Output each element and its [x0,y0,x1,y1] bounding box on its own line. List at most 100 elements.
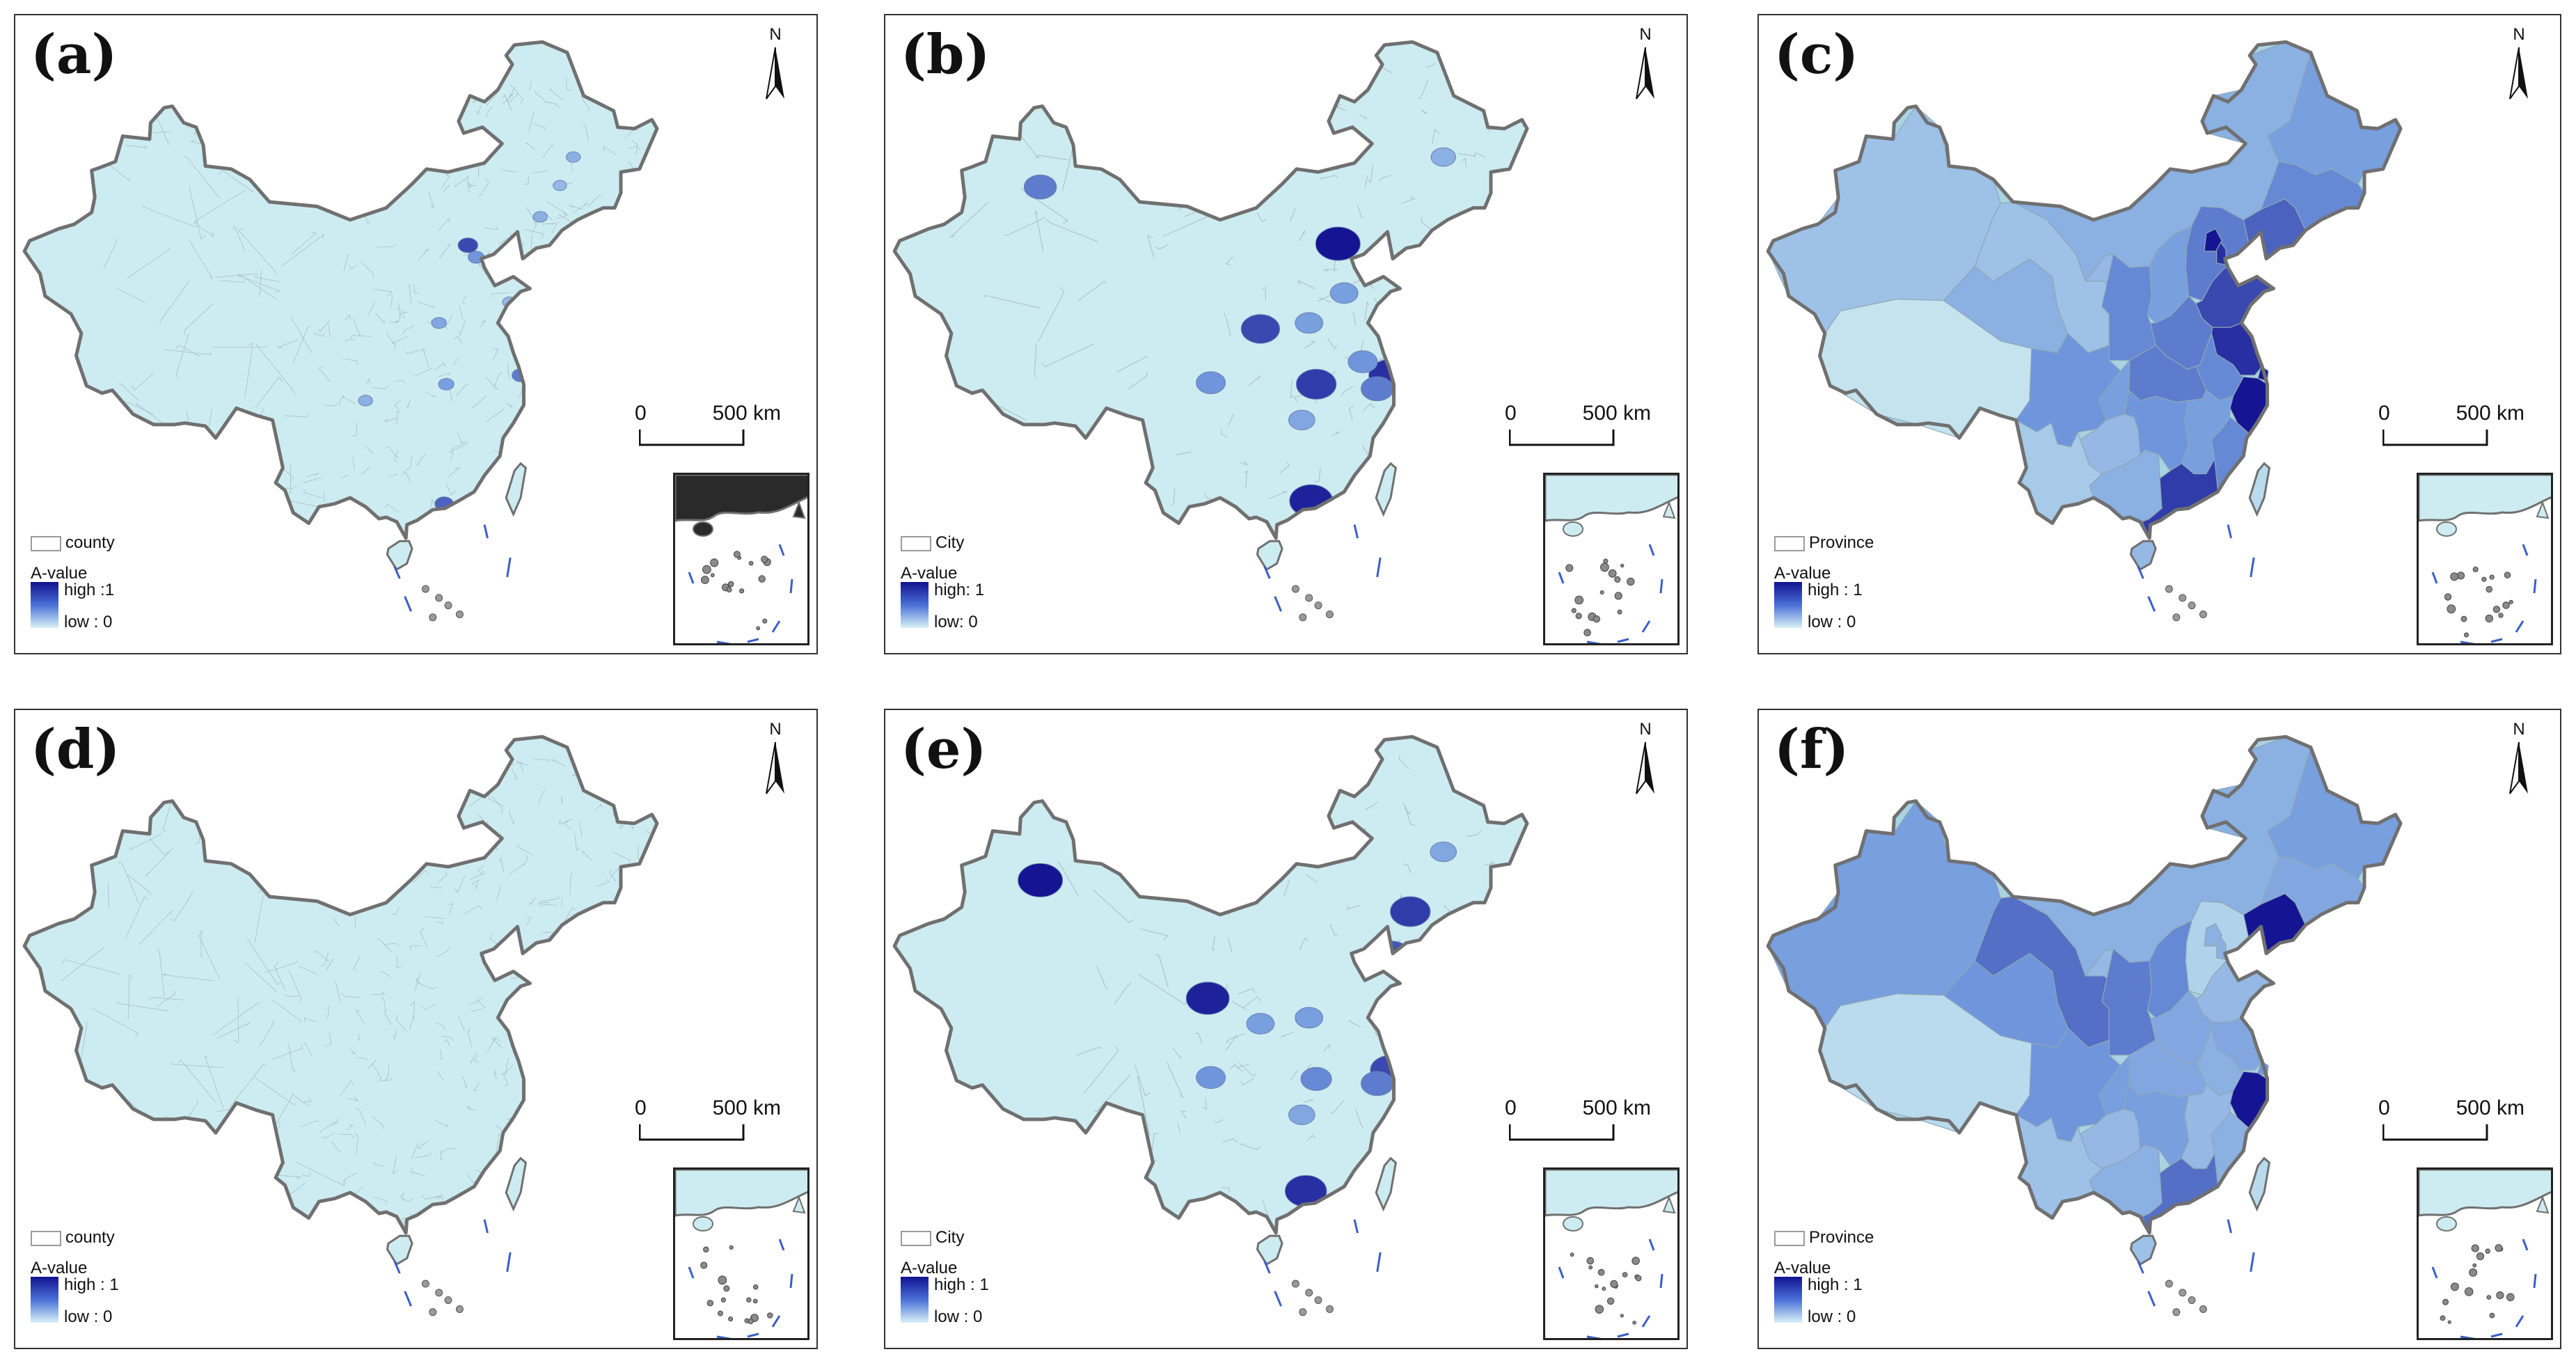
china-map [892,734,1529,1316]
panel-label: (b) [901,23,990,86]
south-sea-islands [2165,585,2207,622]
hotspot-chengdu [1196,371,1226,395]
legend-color-ramp [31,1277,58,1323]
hotspot-lanzhou [1185,982,1230,1015]
land-base [894,42,1527,539]
china-map [892,40,1529,622]
nine-dash-line [393,524,512,612]
legend-color-ramp [901,582,929,628]
legend-high-label: high :1 [64,581,115,599]
north-arrow-icon: N [2497,25,2541,109]
legend-high-label: high : 1 [64,1275,119,1294]
legend-high-label: high : 1 [934,1275,989,1294]
scale-distance-label: 500 km [1582,1096,1651,1119]
hotspot-beijing [1315,226,1361,261]
taiwan-island [505,462,528,517]
scale-zero-label: 0 [2378,402,2390,425]
country-outline [1766,40,2403,540]
scale-zero-label: 0 [1505,402,1517,425]
legend-color-ramp [31,582,58,628]
scale-distance-label: 500 km [1582,402,1651,425]
scale-distance-label: 500 km [712,402,781,425]
north-label: N [1639,720,1652,739]
legend-unit-label: City [935,533,965,552]
scale-bar: 0 500 km [2378,1096,2524,1152]
south-china-sea-inset [2417,473,2553,645]
taiwan-island [2248,1156,2271,1212]
legend-unit-label: Province [1809,533,1874,552]
map-panel-a: (a) N 0 500 km county A-value high :1 low : 0 [14,14,818,654]
scale-zero-label: 0 [635,1096,647,1119]
map-legend: Province A-value high : 1 low : 0 [1774,530,1983,649]
legend-color-ramp [1774,582,1802,628]
legend-unit-swatch [901,536,931,551]
province-bj [2204,228,2222,252]
hotspot-zhengzhou [1295,312,1324,334]
hotspot-wuhan [1295,368,1337,400]
south-sea-islands [2165,1280,2207,1316]
map-legend: City A-value high: 1 low: 0 [901,530,1109,649]
legend-low-label: low: 0 [934,613,978,631]
legend-unit-label: Province [1809,1228,1874,1247]
scale-distance-label: 500 km [712,1096,781,1119]
province-sax [2101,253,2156,361]
south-china-sea-inset [1543,473,1680,645]
scale-bar: 0 500 km [2378,402,2524,457]
nine-dash-line [1263,524,1382,612]
hotspot-zhengzhou [431,317,447,329]
north-label: N [2513,25,2525,44]
legend-unit-swatch [1774,536,1805,551]
taiwan-island [2248,462,2271,517]
land-base [24,737,657,1233]
legend-unit-swatch [31,1231,61,1246]
hainan-island [2129,540,2157,572]
hainan-island [386,540,413,572]
map-legend: Province A-value high : 1 low : 0 [1774,1225,1983,1344]
legend-title: A-value [31,1259,88,1277]
panel-label: (a) [31,23,118,86]
hotspot-jinan [1329,282,1359,304]
hotspot-changsha [1288,409,1315,431]
china-map [1766,734,2403,1316]
hainan-island [1256,540,1283,572]
north-arrow-icon: N [754,720,797,803]
legend-low-label: low : 0 [934,1307,983,1326]
map-legend: City A-value high : 1 low : 0 [901,1225,1109,1344]
south-sea-islands [1291,585,1334,622]
panel-label: (d) [31,718,120,781]
country-outline [1766,734,2403,1235]
north-label: N [769,25,782,44]
scale-bar: 0 500 km [1505,1096,1651,1152]
south-china-sea-inset [673,1167,809,1340]
south-sea-islands [421,1280,464,1316]
legend-high-label: high : 1 [1808,1275,1863,1294]
north-arrow-icon: N [1624,25,1667,109]
country-outline [22,734,659,1235]
hotspot-urumqi [1023,174,1057,200]
china-map [1766,40,2403,622]
hotspot-harbin [566,151,581,163]
south-sea-islands [1291,1280,1334,1316]
hotspot-harbin [1430,147,1456,167]
panel-label: (c) [1774,23,1859,86]
north-label: N [769,720,782,739]
hotspot-beijing [457,237,478,253]
hotspot-xian [1240,314,1281,344]
hotspot-xian [1246,1013,1275,1034]
north-label: N [2513,720,2525,739]
map-legend: county A-value high : 1 low : 0 [31,1225,239,1344]
legend-unit-swatch [901,1231,931,1246]
hainan-island [386,1234,413,1266]
legend-high-label: high: 1 [934,581,985,599]
south-china-sea-inset [673,473,809,645]
map-legend: county A-value high :1 low : 0 [31,530,239,649]
map-panel-e: (e) N 0 500 km City A-value high : 1 low : 0 [884,709,1688,1349]
legend-unit-swatch [31,536,61,551]
province-sax [2101,948,2156,1056]
hotspot-wuhan [1300,1067,1332,1092]
china-map [22,40,659,622]
hotspot-hangzhou [1361,376,1394,402]
hotspot-wuhan [438,378,455,391]
hotspot-changchun [553,180,567,191]
south-sea-islands [421,585,464,622]
